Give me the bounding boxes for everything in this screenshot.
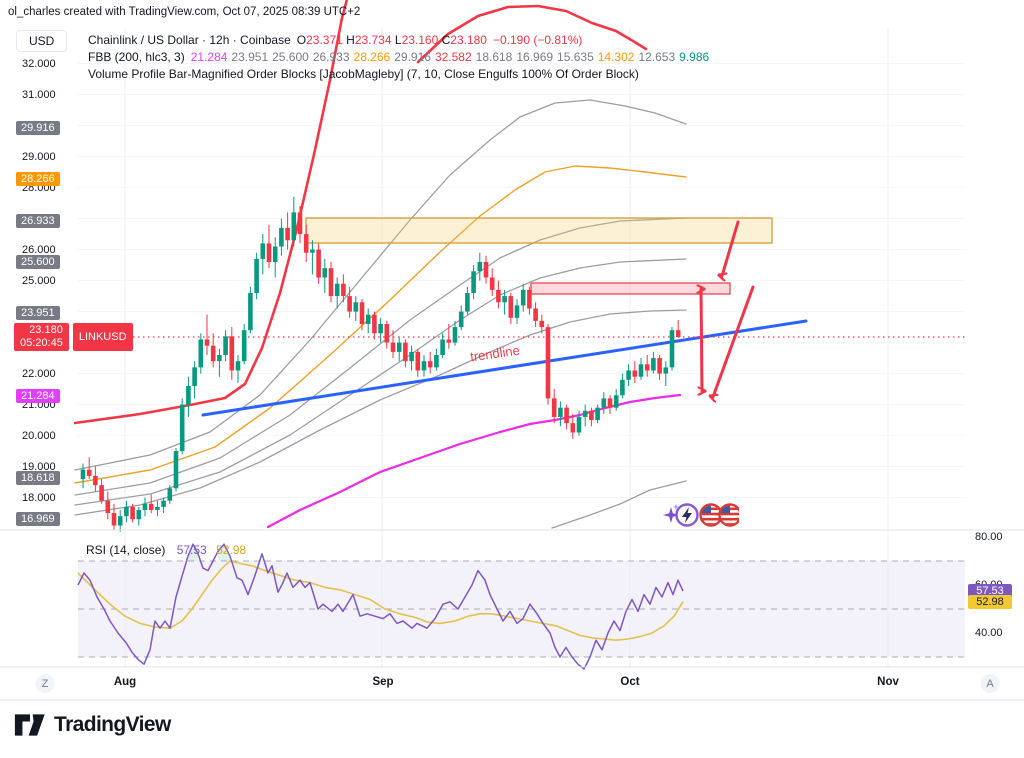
price-axis-label: 29.000: [22, 150, 56, 163]
fbb-band-value: 23.951: [231, 50, 269, 64]
rsi-value-badge: 57.53: [968, 583, 1012, 598]
time-axis-button-a[interactable]: A: [980, 674, 1000, 693]
fbb-band-value: 28.266: [353, 50, 391, 64]
fbb-band-value: 12.653: [638, 50, 676, 64]
price-axis-label: 22.000: [22, 367, 56, 380]
legend-fbb-row[interactable]: FBB (200, hlc3, 3) 21.284 23.951 25.600 26.…: [88, 49, 713, 66]
rsi-ma-value: 52.98: [216, 543, 247, 557]
rsi-axis-label: 80.00: [975, 531, 1003, 543]
fbb-title: FBB (200, hlc3, 3): [88, 50, 185, 64]
sparkle-icon: [663, 504, 679, 523]
symbol-badge: LINKUSD: [72, 323, 133, 351]
order-block-zones[interactable]: [305, 217, 773, 295]
current-price: 23.180: [29, 324, 63, 336]
fbb-band-value: 16.969: [516, 50, 554, 64]
ohlc-values: O23.371 H23.734 L23.160 C23.180: [297, 32, 487, 49]
fbb-band-value: 15.635: [557, 50, 594, 64]
rsi-value-badge: 52.98: [968, 594, 1012, 609]
price-axis-label: 20.000: [22, 429, 56, 442]
watermark-attribution: ol_charles created with TradingView.com,…: [8, 6, 361, 18]
ohlc-value: L23.160: [394, 33, 439, 47]
current-price-row: 23.180 05:20:45 LINKUSD: [14, 323, 133, 351]
fbb-values: 21.284 23.951 25.600 26.933 28.266 29.916 32.5…: [191, 49, 713, 66]
rsi-background: [78, 560, 965, 658]
price-axis-label: 32.000: [22, 57, 56, 70]
fbb-band-value: 25.600: [272, 50, 309, 64]
rsi-axis-label: 40.00: [975, 627, 1003, 639]
rsi-value: 57.53: [176, 543, 207, 557]
fbb-18.618: [551, 480, 687, 529]
time-axis-button-z[interactable]: Z: [35, 674, 55, 693]
lightning-sticker-icon: [675, 503, 699, 527]
legend-panel: Chainlink / US Dollar · 12h · Coinbase O…: [88, 32, 713, 83]
rsi-title: RSI (14, close): [86, 543, 166, 557]
ohlc-value: O23.371: [296, 33, 343, 47]
band-price-badge: 23.951: [16, 306, 60, 321]
price-axis-label: 25.000: [22, 274, 56, 287]
tradingview-logo-mark: [14, 714, 45, 736]
sticker-group: [663, 499, 742, 536]
time-axis-label: Sep: [372, 676, 394, 688]
trendline-drawing[interactable]: [201, 319, 808, 417]
band-price-badge: 28.266: [16, 172, 60, 187]
projection-arrows[interactable]: [701, 220, 755, 397]
price-axis-label: 18.000: [22, 491, 56, 504]
time-axis-label: Aug: [113, 676, 137, 688]
supply-zone-lower: [530, 282, 731, 295]
volume-profile-title: Volume Profile Bar-Magnified Order Block…: [88, 67, 639, 81]
fbb-basis-23.951: [74, 309, 687, 516]
fbb-band-value: 9.986: [679, 50, 710, 64]
band-price-badge: 25.600: [16, 254, 60, 269]
fbb-28.266: [74, 165, 687, 484]
fbb-25.600: [74, 258, 687, 506]
fbb-band-value: 21.284: [190, 50, 228, 64]
change-value: −0.190 (−0.81%): [492, 33, 583, 47]
legend-symbol-row[interactable]: Chainlink / US Dollar · 12h · Coinbase O…: [88, 32, 713, 49]
band-price-badge: 16.969: [16, 512, 60, 526]
fbb-29.916: [74, 99, 687, 471]
fbb-band-value: 14.302: [597, 50, 635, 64]
fbb-band-value: 32.582: [434, 50, 472, 64]
ohlc-value: C23.180: [441, 33, 487, 47]
rsi-ma-line: [77, 560, 684, 642]
symbol-title: Chainlink / US Dollar · 12h · Coinbase: [88, 33, 291, 47]
tradingview-logo[interactable]: TradingView: [14, 712, 171, 738]
ohlc-value: H23.734: [346, 33, 392, 47]
band-price-badge: 26.933: [16, 213, 60, 228]
price-axis-label: 19.000: [22, 460, 56, 473]
time-axis-label: Oct: [620, 676, 640, 688]
current-price-badge: 23.180 05:20:45: [14, 323, 69, 351]
price-axis-label: 31.000: [22, 88, 56, 101]
fbb-26.933: [74, 217, 687, 496]
supply-zone-upper: [305, 217, 773, 244]
fbb-band-value: 18.618: [475, 50, 513, 64]
fbb-21.284: [266, 393, 682, 529]
band-price-badge: 21.284: [16, 388, 60, 403]
fbb-band-value: 26.933: [312, 50, 350, 64]
time-axis-label: Nov: [877, 676, 899, 688]
us-flag-sticker-icon-2: [718, 503, 742, 527]
band-price-badge: 29.916: [16, 121, 60, 136]
tradingview-logo-text: TradingView: [54, 713, 171, 736]
price-axis-label: 26.000: [22, 243, 56, 256]
band-price-badge: 18.618: [16, 471, 60, 486]
rsi-line: [77, 543, 684, 670]
fbb-3.0-upper-arc: [416, 4, 648, 64]
candles-series: [80, 196, 681, 532]
currency-toggle[interactable]: USD: [16, 30, 68, 52]
bar-countdown: 05:20:45: [20, 337, 63, 349]
legend-volume-profile-row[interactable]: Volume Profile Bar-Magnified Order Block…: [88, 66, 713, 83]
rsi-legend-row[interactable]: RSI (14, close) 57.53 52.98: [86, 543, 246, 557]
fbb-band-value: 29.916: [394, 50, 431, 64]
